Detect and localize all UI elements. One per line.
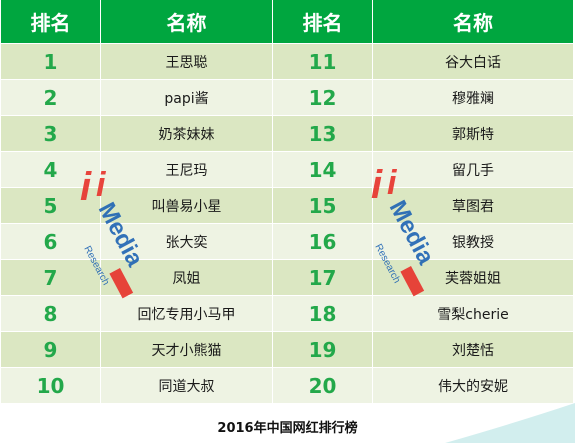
- name-cell: 王尼玛: [101, 152, 273, 188]
- name-cell: 同道大叔: [101, 368, 273, 404]
- rank-cell: 5: [1, 188, 101, 224]
- name-cell: 刘楚恬: [373, 332, 574, 368]
- rank-cell: 7: [1, 260, 101, 296]
- rank-cell: 19: [273, 332, 373, 368]
- rank-cell: 11: [273, 44, 373, 80]
- name-cell: 张大奕: [101, 224, 273, 260]
- rank-cell: 17: [273, 260, 373, 296]
- rank-cell: 8: [1, 296, 101, 332]
- rank-cell: 12: [273, 80, 373, 116]
- name-cell: 回忆专用小马甲: [101, 296, 273, 332]
- rank-cell: 14: [273, 152, 373, 188]
- header-rank-left: 排名: [1, 0, 101, 44]
- name-cell: 奶茶妹妹: [101, 116, 273, 152]
- name-cell: 凤姐: [101, 260, 273, 296]
- header-name-left: 名称: [101, 0, 273, 44]
- name-cell: 穆雅斓: [373, 80, 574, 116]
- rank-cell: 6: [1, 224, 101, 260]
- rank-cell: 13: [273, 116, 373, 152]
- decorative-swoosh: [445, 403, 575, 443]
- name-cell: 伟大的安妮: [373, 368, 574, 404]
- rank-cell: 3: [1, 116, 101, 152]
- rank-cell: 15: [273, 188, 373, 224]
- name-cell: 雪梨cherie: [373, 296, 574, 332]
- header-name-right: 名称: [373, 0, 574, 44]
- name-cell: 叫兽易小星: [101, 188, 273, 224]
- rank-cell: 1: [1, 44, 101, 80]
- name-cell: 留几手: [373, 152, 574, 188]
- rank-cell: 20: [273, 368, 373, 404]
- rank-cell: 16: [273, 224, 373, 260]
- rank-cell: 10: [1, 368, 101, 404]
- name-cell: 芙蓉姐姐: [373, 260, 574, 296]
- name-cell: 银教授: [373, 224, 574, 260]
- table-caption: 2016年中国网红排行榜: [217, 420, 358, 436]
- name-cell: 谷大白话: [373, 44, 574, 80]
- name-cell: 郭斯特: [373, 116, 574, 152]
- header-rank-right: 排名: [273, 0, 373, 44]
- rank-cell: 2: [1, 80, 101, 116]
- name-cell: 王思聪: [101, 44, 273, 80]
- rank-cell: 9: [1, 332, 101, 368]
- rank-cell: 4: [1, 152, 101, 188]
- ranking-table: 排名 名称 排名 名称 1 王思聪 11 谷大白话 2 papi酱 12 穆雅斓…: [1, 0, 574, 404]
- name-cell: 草图君: [373, 188, 574, 224]
- name-cell: papi酱: [101, 80, 273, 116]
- name-cell: 天才小熊猫: [101, 332, 273, 368]
- rank-cell: 18: [273, 296, 373, 332]
